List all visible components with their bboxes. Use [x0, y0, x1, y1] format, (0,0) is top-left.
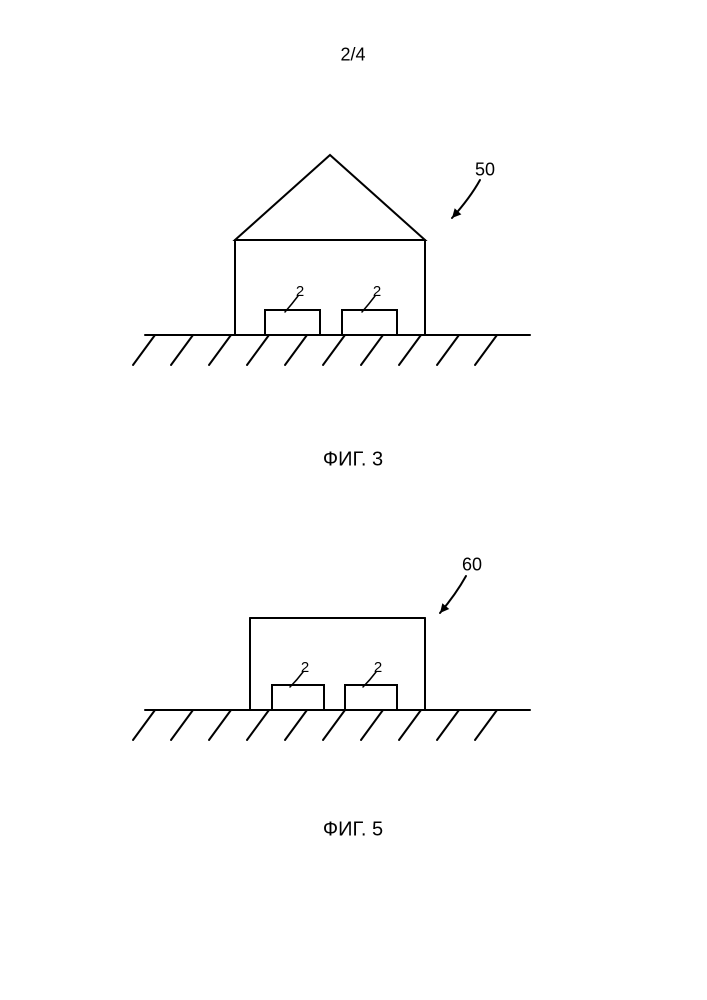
page-number: 2/4	[340, 45, 365, 66]
fig3-caption: ФИГ. 3	[323, 449, 383, 472]
diagram-canvas: 2222	[0, 0, 707, 1000]
fig5-ref-label: 60	[462, 555, 482, 576]
fig5-caption: ФИГ. 5	[323, 819, 383, 842]
fig3-ref-label: 50	[475, 160, 495, 181]
